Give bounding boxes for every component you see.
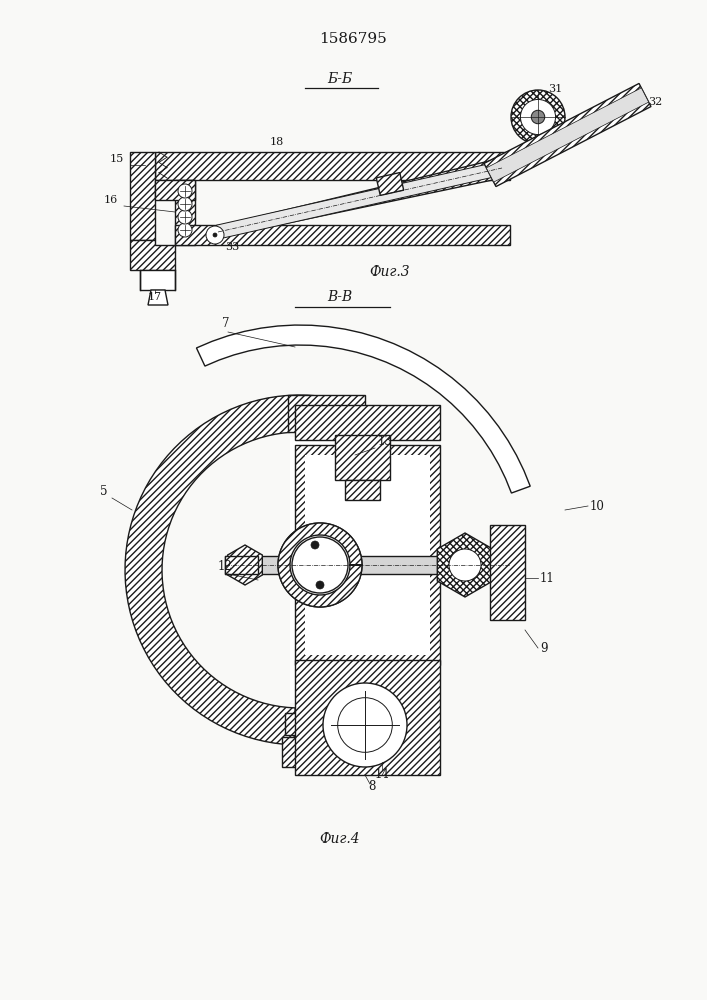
Polygon shape (140, 270, 175, 290)
Text: 14: 14 (375, 768, 390, 781)
Text: 31: 31 (548, 84, 562, 94)
Polygon shape (490, 525, 525, 620)
Polygon shape (175, 180, 195, 245)
Polygon shape (290, 437, 360, 703)
Text: Фиг.4: Фиг.4 (320, 832, 361, 846)
Text: 17: 17 (148, 292, 162, 302)
Circle shape (206, 226, 224, 244)
Polygon shape (486, 88, 648, 182)
Polygon shape (295, 445, 440, 665)
Polygon shape (295, 405, 440, 440)
Circle shape (213, 233, 217, 237)
Text: 15: 15 (110, 154, 124, 164)
Polygon shape (376, 173, 404, 195)
Text: В-В: В-В (327, 290, 353, 304)
Circle shape (178, 184, 192, 198)
Text: 13: 13 (378, 435, 393, 448)
Polygon shape (130, 152, 155, 240)
Text: 32: 32 (648, 97, 662, 107)
Circle shape (520, 99, 556, 135)
Polygon shape (217, 158, 504, 237)
Polygon shape (225, 556, 510, 574)
Polygon shape (282, 737, 355, 767)
Polygon shape (125, 395, 337, 745)
Polygon shape (278, 523, 362, 607)
Text: 16: 16 (104, 195, 118, 205)
Circle shape (278, 523, 362, 607)
Circle shape (338, 698, 392, 752)
Polygon shape (288, 395, 365, 432)
Text: 12: 12 (218, 560, 233, 573)
Polygon shape (295, 660, 440, 775)
Circle shape (449, 549, 481, 581)
Text: 9: 9 (540, 642, 547, 655)
Polygon shape (484, 83, 651, 187)
Text: 10: 10 (590, 500, 605, 513)
Polygon shape (148, 290, 168, 305)
Text: 8: 8 (368, 780, 375, 793)
Polygon shape (305, 455, 430, 655)
Circle shape (292, 537, 348, 593)
Polygon shape (438, 533, 493, 597)
Polygon shape (285, 713, 370, 735)
Circle shape (311, 541, 319, 549)
Circle shape (178, 197, 192, 211)
Polygon shape (335, 435, 390, 480)
Circle shape (323, 683, 407, 767)
Text: 7: 7 (222, 317, 230, 330)
Circle shape (178, 210, 192, 224)
Polygon shape (216, 161, 503, 239)
Text: Б-Б: Б-Б (327, 72, 353, 86)
Circle shape (178, 223, 192, 237)
Circle shape (531, 110, 545, 124)
Text: 33: 33 (225, 242, 239, 252)
Circle shape (511, 90, 565, 144)
Polygon shape (228, 545, 262, 585)
Polygon shape (175, 225, 510, 245)
Text: 18: 18 (270, 137, 284, 147)
Polygon shape (130, 240, 175, 270)
Text: Фиг.3: Фиг.3 (370, 265, 410, 279)
Circle shape (316, 581, 324, 589)
Polygon shape (155, 180, 195, 200)
Text: 1586795: 1586795 (319, 32, 387, 46)
Text: 11: 11 (540, 572, 555, 585)
Polygon shape (345, 480, 380, 500)
Polygon shape (155, 152, 510, 180)
Polygon shape (197, 325, 530, 493)
Polygon shape (225, 556, 258, 574)
Text: 5: 5 (100, 485, 107, 498)
